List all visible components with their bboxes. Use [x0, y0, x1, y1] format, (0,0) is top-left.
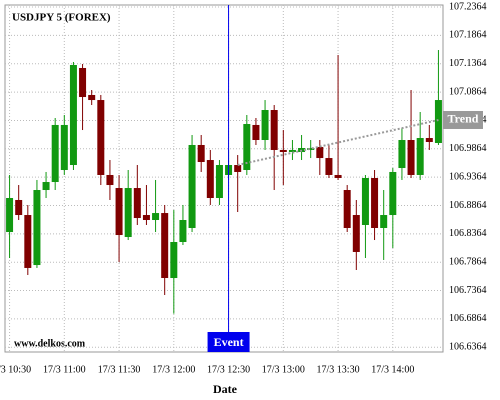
y-tick-label: 106.9864: [449, 143, 487, 154]
candle-body: [15, 199, 23, 216]
x-tick-label: 17/3 14:00: [371, 364, 414, 375]
candle-body: [33, 190, 41, 266]
candle-body: [42, 182, 50, 191]
candle-body: [51, 124, 59, 183]
y-tick-label: 106.7864: [449, 256, 487, 267]
candle-body: [234, 165, 242, 172]
candle-body: [416, 138, 424, 175]
candle-body: [106, 174, 114, 186]
y-tick-label: 107.0864: [449, 86, 487, 97]
candle-body: [352, 215, 360, 252]
candle-body: [152, 213, 160, 221]
y-tick-label: 106.7364: [449, 285, 487, 296]
candle-body: [197, 144, 205, 163]
candle-body: [115, 188, 123, 236]
y-tick-label: 106.8364: [449, 228, 487, 239]
y-tick-label: 106.8864: [449, 200, 487, 211]
trend-label-box: [443, 110, 483, 129]
candle-body: [343, 190, 351, 228]
chart-title: USDJPY 5 (FOREX): [12, 12, 111, 24]
candle-body: [24, 215, 32, 268]
candle-body: [361, 177, 369, 225]
x-tick-label: 17/3 11:30: [98, 364, 141, 375]
event-label: Event: [214, 335, 244, 349]
x-tick-label: 17/3 12:30: [207, 364, 250, 375]
x-axis-title: Date: [213, 382, 238, 396]
candle-body: [133, 188, 141, 219]
candle-body: [380, 215, 388, 228]
candle-body: [252, 124, 260, 141]
candle-body: [97, 100, 105, 175]
y-tick-label: 106.6864: [449, 313, 487, 324]
candle-body: [261, 110, 269, 141]
candle-body: [69, 64, 77, 166]
y-tick-label: 107.1864: [449, 30, 487, 41]
event-label-box: [207, 332, 250, 352]
candle-body: [270, 110, 278, 150]
candle-body: [407, 140, 415, 175]
trend-label: Trend: [448, 112, 479, 126]
y-tick-label: 107.2364: [449, 1, 487, 12]
x-tick-label: 17/3 13:00: [262, 364, 305, 375]
y-tick-label: 106.6364: [449, 342, 487, 353]
candle-body: [279, 149, 287, 153]
candle-body: [334, 174, 342, 178]
candle-body: [206, 160, 214, 199]
x-tick-label: 17/3 11:00: [43, 364, 86, 375]
candle-body: [434, 100, 442, 144]
candle-body: [88, 94, 96, 101]
candle-body: [161, 213, 169, 279]
candle-body: [179, 220, 187, 243]
candle-body: [243, 124, 251, 170]
y-tick-label: 107.1364: [449, 58, 487, 69]
candle-body: [425, 138, 433, 142]
candle-body: [307, 147, 315, 150]
x-tick-label: 17/3 13:30: [317, 364, 360, 375]
candle-body: [316, 146, 324, 159]
watermark: www.delkos.com: [14, 338, 86, 349]
candle-body: [79, 67, 87, 98]
x-tick-label: 17/3 12:00: [152, 364, 195, 375]
candle-body: [6, 198, 14, 233]
candle-body: [142, 215, 150, 221]
candle-body: [215, 165, 223, 199]
candle-body: [170, 242, 178, 279]
candle-body: [188, 144, 196, 228]
candle-body: [398, 140, 406, 169]
candle-body: [60, 124, 68, 170]
candle-body: [124, 188, 132, 238]
candle-body: [288, 149, 296, 153]
x-tick-label: 17/3 10:30: [0, 364, 31, 375]
plot-area: [4, 4, 444, 353]
y-tick-label: 106.9364: [449, 171, 487, 182]
candle-body: [325, 158, 333, 175]
candle-body: [389, 171, 397, 216]
candle-body: [371, 177, 379, 228]
